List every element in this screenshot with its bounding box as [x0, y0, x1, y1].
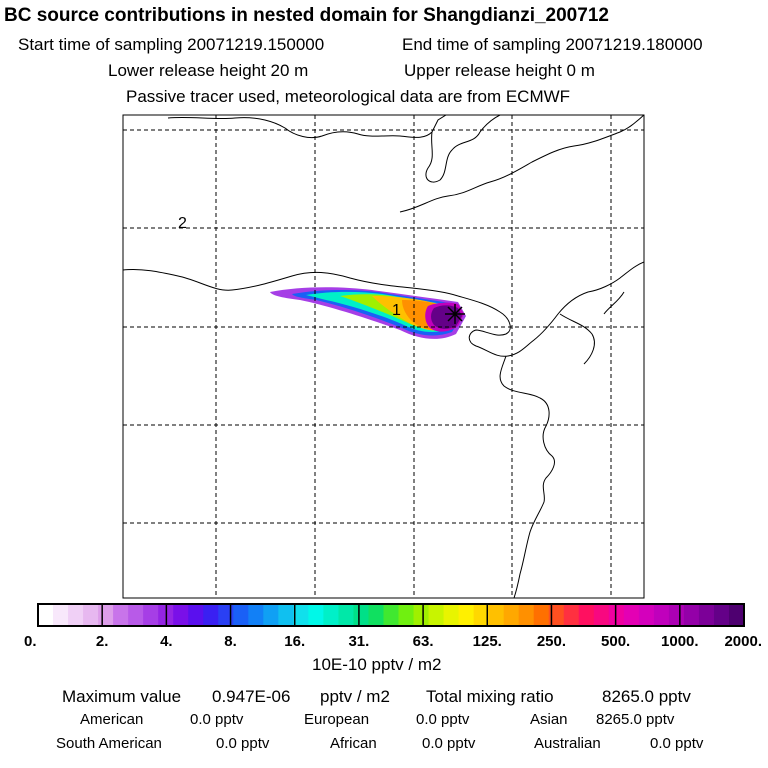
max-value: 0.947E-06	[212, 687, 291, 706]
region-value-south-american: 0.0 pptv	[216, 735, 270, 752]
map-gridlines	[123, 115, 644, 598]
region-name-american: American	[80, 711, 144, 728]
start-time: Start time of sampling 20071219.150000	[18, 35, 325, 54]
total-mixing-label: Total mixing ratio	[426, 687, 554, 706]
receptor-cross-icon	[445, 304, 465, 324]
plume-field	[270, 287, 466, 339]
coastlines	[123, 115, 644, 598]
map-frame	[122, 114, 645, 599]
region-value-australian: 0.0 pptv	[650, 735, 704, 752]
total-mixing-value: 8265.0 pptv	[602, 687, 691, 706]
end-time: End time of sampling 20071219.180000	[402, 35, 703, 54]
tracer-note: Passive tracer used, meteorological data…	[126, 87, 571, 106]
region-value-european: 0.0 pptv	[416, 711, 470, 728]
region-name-australian: Australian	[534, 735, 601, 752]
region-name-south-american: South American	[56, 735, 162, 752]
max-value-unit: pptv / m2	[320, 687, 390, 706]
map-label-2: 2	[178, 215, 187, 232]
region-value-african: 0.0 pptv	[422, 735, 476, 752]
upper-release-height: Upper release height 0 m	[404, 61, 595, 80]
region-name-african: African	[330, 735, 377, 752]
region-value-asian: 8265.0 pptv	[596, 711, 675, 728]
map-label-1: 1	[392, 302, 401, 319]
region-name-european: European	[304, 711, 370, 728]
region-name-asian: Asian	[530, 711, 568, 728]
page-title: BC source contributions in nested domain…	[4, 5, 609, 26]
max-value-label: Maximum value	[62, 687, 182, 706]
colorbar-unit: 10E-10 pptv / m2	[312, 655, 442, 674]
region-value-american: 0.0 pptv	[190, 711, 244, 728]
lower-release-height: Lower release height 20 m	[108, 61, 309, 80]
